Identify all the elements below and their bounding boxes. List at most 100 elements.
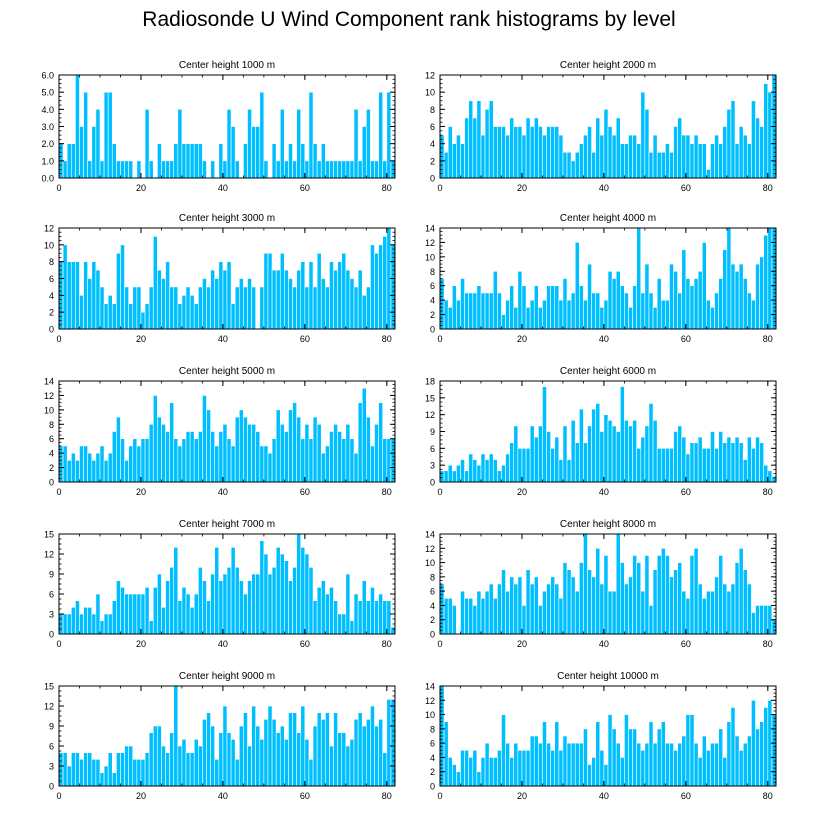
histogram-bar bbox=[472, 292, 478, 330]
histogram-bar bbox=[747, 735, 752, 787]
histogram-bar bbox=[624, 143, 629, 179]
histogram-bar bbox=[751, 612, 756, 635]
histogram-bar bbox=[492, 757, 498, 787]
histogram-bar bbox=[120, 160, 125, 179]
histogram-bar bbox=[710, 431, 715, 483]
histogram-bar bbox=[366, 109, 371, 179]
histogram-bar bbox=[722, 757, 728, 787]
histogram-bar bbox=[521, 285, 527, 330]
histogram-bar bbox=[292, 286, 297, 330]
y-tick-label: 12 bbox=[425, 410, 435, 420]
histogram-bar bbox=[189, 143, 195, 179]
histogram-bar bbox=[79, 613, 84, 635]
histogram-bar bbox=[70, 452, 76, 483]
histogram-bar bbox=[525, 117, 531, 179]
histogram-bar bbox=[763, 464, 769, 483]
x-tick-label: 60 bbox=[300, 487, 310, 497]
histogram-bar bbox=[759, 442, 765, 483]
histogram-bar bbox=[320, 580, 326, 635]
histogram-bar bbox=[374, 160, 379, 179]
histogram-bar bbox=[476, 285, 482, 330]
y-tick-label: 2 bbox=[49, 463, 54, 473]
histogram-bar bbox=[202, 395, 207, 483]
histogram-bar bbox=[611, 590, 617, 635]
y-tick-label: 3 bbox=[49, 610, 54, 620]
histogram-bar bbox=[79, 126, 84, 179]
histogram-bar bbox=[95, 452, 101, 483]
x-tick-label: 0 bbox=[437, 334, 442, 344]
histogram-bar bbox=[83, 445, 88, 483]
histogram-bar bbox=[165, 752, 170, 787]
histogram-bar bbox=[189, 431, 195, 483]
x-tick-label: 60 bbox=[681, 334, 691, 344]
histogram-bar bbox=[669, 448, 674, 483]
histogram-bar bbox=[583, 134, 588, 179]
histogram-bar bbox=[189, 295, 195, 330]
histogram-bar bbox=[382, 236, 388, 330]
histogram-bar bbox=[525, 749, 531, 787]
x-tick-label: 0 bbox=[437, 183, 442, 193]
histogram-bar bbox=[636, 742, 642, 787]
y-tick-label: 9 bbox=[49, 570, 54, 580]
histogram-bar bbox=[714, 134, 719, 179]
histogram-bar bbox=[706, 590, 711, 635]
histogram-bar bbox=[124, 286, 129, 330]
y-tick-label: 6 bbox=[49, 274, 54, 284]
histogram-bar bbox=[99, 286, 105, 330]
histogram-bar bbox=[607, 714, 613, 787]
histogram-bar bbox=[66, 613, 72, 635]
histogram-bar bbox=[341, 160, 347, 179]
histogram-bar bbox=[497, 583, 502, 635]
histogram-bar bbox=[337, 732, 343, 787]
histogram-bar bbox=[538, 307, 543, 330]
histogram-bar bbox=[710, 143, 715, 179]
histogram-bar bbox=[751, 100, 756, 179]
histogram-bar bbox=[300, 143, 306, 179]
histogram-bar bbox=[116, 752, 121, 787]
histogram-bar bbox=[181, 295, 187, 330]
y-tick-label: 4 bbox=[430, 601, 435, 611]
histogram-bar bbox=[611, 134, 617, 179]
histogram-bar bbox=[144, 752, 150, 787]
histogram-bar bbox=[333, 269, 338, 330]
histogram-bar bbox=[226, 438, 232, 483]
histogram-bar bbox=[718, 431, 724, 483]
histogram-bar bbox=[480, 757, 486, 787]
histogram-bar bbox=[640, 749, 646, 787]
histogram-bar bbox=[345, 269, 351, 330]
histogram-bar bbox=[505, 742, 510, 787]
histogram-bar bbox=[701, 242, 707, 330]
histogram-bar bbox=[193, 593, 199, 635]
histogram-bar bbox=[632, 419, 637, 483]
histogram-bar bbox=[480, 453, 486, 483]
histogram-bar bbox=[87, 607, 93, 635]
histogram-bar bbox=[509, 757, 515, 787]
histogram-bar bbox=[665, 555, 670, 635]
histogram-bar bbox=[603, 109, 609, 179]
histogram-bar bbox=[345, 423, 351, 483]
histogram-bar bbox=[718, 728, 724, 787]
histogram-bar bbox=[198, 745, 203, 787]
histogram-bar bbox=[325, 160, 330, 179]
histogram-bar bbox=[734, 735, 740, 787]
histogram-bar bbox=[255, 573, 261, 635]
histogram-bar bbox=[136, 160, 142, 179]
histogram-bar bbox=[165, 261, 170, 330]
histogram-bar bbox=[230, 739, 236, 787]
histogram-bar bbox=[136, 445, 142, 483]
histogram-bar bbox=[685, 278, 691, 330]
histogram-bar bbox=[238, 725, 244, 787]
histogram-bar bbox=[742, 742, 748, 787]
histogram-bar bbox=[693, 742, 699, 787]
histogram-bar bbox=[443, 721, 449, 787]
histogram-bar bbox=[476, 590, 482, 635]
histogram-bar bbox=[140, 438, 146, 483]
x-tick-label: 80 bbox=[382, 791, 392, 801]
histogram-bar bbox=[366, 286, 371, 330]
histogram-bar bbox=[751, 448, 756, 483]
histogram-bar bbox=[669, 263, 674, 330]
histogram-bar bbox=[697, 583, 703, 635]
histogram-bar bbox=[628, 576, 633, 635]
y-tick-label: 0 bbox=[430, 478, 435, 488]
histogram-bar bbox=[464, 470, 469, 483]
